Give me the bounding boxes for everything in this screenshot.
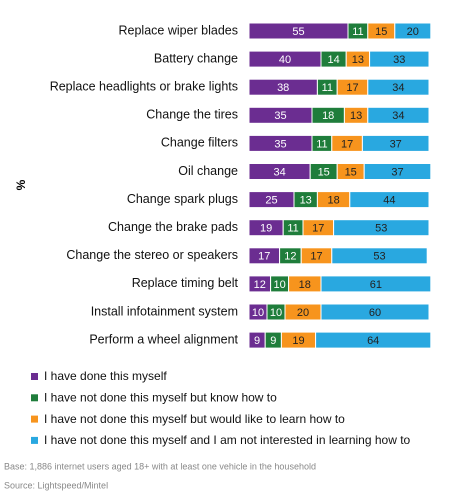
bar-segment <box>369 50 430 68</box>
value-label: 33 <box>393 54 405 66</box>
value-label: 44 <box>383 195 395 207</box>
value-label: 35 <box>274 110 286 122</box>
bar-segment <box>367 106 430 124</box>
value-label: 9 <box>270 335 276 347</box>
bar-segment <box>349 191 430 209</box>
legend-swatch <box>31 394 38 402</box>
category-label: Battery change <box>154 51 238 65</box>
legend-label: I have not done this myself and I am not… <box>44 433 411 447</box>
value-label: 12 <box>254 279 266 291</box>
value-label: 20 <box>297 307 309 319</box>
category-label: Change the stereo or speakers <box>66 248 238 262</box>
category-label: Replace timing belt <box>132 276 239 290</box>
value-label: 55 <box>292 26 304 38</box>
legend-label: I have done this myself <box>44 369 167 383</box>
value-label: 15 <box>375 26 387 38</box>
value-label: 12 <box>284 251 296 263</box>
value-label: 15 <box>318 166 330 178</box>
value-label: 17 <box>346 82 358 94</box>
legend-swatch <box>31 436 38 444</box>
value-label: 17 <box>310 251 322 263</box>
value-label: 34 <box>392 110 404 122</box>
value-label: 37 <box>391 166 403 178</box>
value-label: 18 <box>299 279 311 291</box>
axis-label: % <box>14 179 28 190</box>
legend-swatch <box>31 373 38 380</box>
value-label: 19 <box>260 223 272 235</box>
value-label: 10 <box>270 307 282 319</box>
value-label: 25 <box>265 195 277 207</box>
value-label: 15 <box>345 166 357 178</box>
value-label: 61 <box>370 279 382 291</box>
value-label: 11 <box>322 82 333 94</box>
value-label: 37 <box>390 138 402 150</box>
bar-segment <box>394 22 432 40</box>
value-label: 13 <box>300 195 312 207</box>
value-label: 11 <box>352 26 363 38</box>
value-label: 11 <box>316 138 327 150</box>
value-label: 17 <box>312 223 324 235</box>
value-label: 64 <box>367 335 379 347</box>
value-label: 35 <box>274 138 286 150</box>
value-label: 11 <box>287 223 298 235</box>
note: Base: 1,886 internet users aged 18+ with… <box>4 461 316 471</box>
value-label: 34 <box>273 166 285 178</box>
value-label: 13 <box>350 110 362 122</box>
value-label: 10 <box>252 307 264 319</box>
value-label: 20 <box>407 26 419 38</box>
category-label: Change the brake pads <box>108 220 238 234</box>
value-label: 9 <box>254 335 260 347</box>
bar-segment <box>320 275 432 293</box>
category-label: Oil change <box>178 164 238 178</box>
category-label: Replace headlights or brake lights <box>50 79 238 93</box>
category-label: Change spark plugs <box>127 192 238 206</box>
value-label: 18 <box>322 110 334 122</box>
value-label: 18 <box>327 195 339 207</box>
bar-segment <box>333 219 430 237</box>
value-label: 53 <box>373 251 385 263</box>
bar-segment <box>315 331 432 349</box>
value-label: 19 <box>292 335 304 347</box>
category-label: Change the tires <box>146 108 238 122</box>
value-label: 10 <box>273 279 285 291</box>
category-label: Perform a wheel alignment <box>89 332 238 346</box>
bar-segment <box>367 78 430 96</box>
value-label: 40 <box>279 54 291 66</box>
bar-segment <box>331 247 428 265</box>
value-label: 38 <box>277 82 289 94</box>
legend-label: I have not done this myself but would li… <box>44 412 345 426</box>
value-label: 13 <box>352 54 364 66</box>
value-label: 17 <box>258 251 270 263</box>
value-label: 60 <box>369 307 381 319</box>
note: Source: Lightspeed/Mintel <box>4 480 108 490</box>
bar-segment <box>361 134 430 152</box>
legend-swatch <box>31 415 38 423</box>
value-label: 34 <box>392 82 404 94</box>
category-label: Change filters <box>161 136 238 150</box>
bar-segment <box>320 303 430 321</box>
category-label: Replace wiper blades <box>118 23 238 37</box>
category-label: Install infotainment system <box>91 304 238 318</box>
value-label: 53 <box>375 223 387 235</box>
bar-segment <box>363 163 432 180</box>
value-label: 17 <box>341 138 353 150</box>
legend-label: I have not done this myself but know how… <box>44 390 277 404</box>
value-label: 14 <box>327 54 339 66</box>
